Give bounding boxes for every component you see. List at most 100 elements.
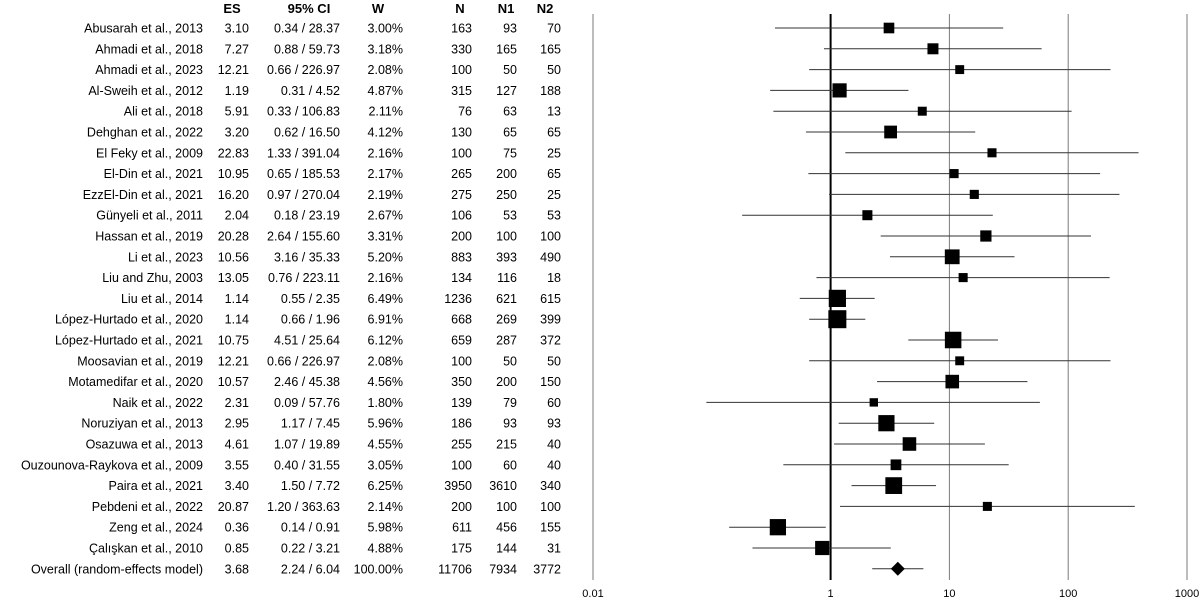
n-value: 175	[451, 542, 472, 556]
n1-value: 79	[503, 396, 517, 410]
header-es: ES	[223, 1, 241, 16]
es-value: 10.75	[218, 334, 249, 348]
es-value: 20.87	[218, 500, 249, 514]
n-value: 275	[451, 188, 472, 202]
n2-value: 50	[547, 354, 561, 368]
ci-value: 0.33 / 106.83	[267, 105, 340, 119]
study-row: López-Hurtado et al., 2021 10.75 4.51 / 25…	[55, 334, 561, 348]
effect-square	[980, 230, 992, 242]
ci-value: 1.33 / 391.04	[267, 146, 340, 160]
weight-value: 5.96%	[368, 417, 403, 431]
study-label: Overall (random-effects model)	[31, 562, 203, 576]
study-row: Moosavian et al., 2019 12.21 0.66 / 226.97…	[77, 354, 561, 368]
ci-value: 0.66 / 1.96	[281, 313, 340, 327]
effect-square	[769, 519, 787, 536]
study-label: Abusarah et al., 2013	[84, 22, 203, 36]
header-n: N	[455, 1, 464, 16]
n1-value: 393	[496, 250, 517, 264]
column-header-row: ES 95% CI W N N1 N2	[223, 1, 553, 16]
n1-value: 3610	[489, 479, 517, 493]
es-value: 1.19	[225, 84, 249, 98]
n-value: 200	[451, 500, 472, 514]
n2-value: 399	[540, 313, 561, 327]
study-label: Li et al., 2023	[128, 250, 203, 264]
weight-value: 100.00%	[354, 562, 403, 576]
study-label: EzzEl-Din et al., 2021	[83, 188, 203, 202]
weight-value: 6.91%	[368, 313, 403, 327]
effect-square	[944, 331, 962, 349]
n1-value: 165	[496, 42, 517, 56]
study-label: Ouzounova-Raykova et al., 2009	[21, 458, 203, 472]
study-row: Motamedifar et al., 2020 10.57 2.46 / 45.3…	[68, 375, 561, 389]
n2-value: 18	[547, 271, 561, 285]
n-value: 76	[458, 105, 472, 119]
weight-value: 4.55%	[368, 438, 403, 452]
n-value: 611	[452, 521, 472, 535]
weight-value: 2.17%	[368, 167, 403, 181]
n2-value: 340	[540, 479, 561, 493]
ci-value: 1.17 / 7.45	[281, 417, 340, 431]
study-row: Liu et al., 2014 1.14 0.55 / 2.35 6.49% 1236…	[121, 292, 561, 306]
n1-value: 7934	[489, 562, 517, 576]
effect-square	[927, 43, 939, 55]
ci-value: 0.65 / 185.53	[267, 167, 340, 181]
ci-value: 1.20 / 363.63	[267, 500, 340, 514]
n-value: 1236	[444, 292, 472, 306]
ci-value: 0.62 / 16.50	[274, 126, 340, 140]
effect-square	[815, 540, 830, 556]
effect-square	[958, 273, 968, 283]
n-value: 659	[451, 334, 472, 348]
n2-value: 50	[547, 63, 561, 77]
effect-square	[828, 289, 846, 308]
study-row: López-Hurtado et al., 2020 1.14 0.66 / 1.9…	[55, 313, 561, 327]
weight-value: 2.16%	[368, 271, 403, 285]
study-label: Dehghan et al., 2022	[87, 126, 203, 140]
effect-square	[890, 459, 902, 471]
es-value: 10.57	[218, 375, 249, 389]
weight-value: 4.56%	[368, 375, 403, 389]
n1-value: 200	[496, 167, 517, 181]
study-row: Pebdeni et al., 2022 20.87 1.20 / 363.63 2.…	[92, 500, 561, 514]
weight-value: 2.08%	[368, 354, 403, 368]
es-value: 16.20	[218, 188, 249, 202]
n-value: 100	[451, 458, 472, 472]
effect-square	[955, 65, 965, 75]
weight-value: 4.12%	[368, 126, 403, 140]
study-row: Liu and Zhu, 2003 13.05 0.76 / 223.11 2.16%…	[102, 271, 561, 285]
ci-value: 0.18 / 23.19	[274, 209, 340, 223]
study-label: Ahmadi et al., 2023	[95, 63, 203, 77]
n-value: 200	[451, 230, 472, 244]
n-value: 100	[451, 354, 472, 368]
n2-value: 615	[540, 292, 561, 306]
n2-value: 188	[540, 84, 561, 98]
n1-value: 93	[503, 22, 517, 36]
study-label: Noruziyan et al., 2013	[81, 417, 203, 431]
n-value: 668	[451, 313, 472, 327]
ci-value: 3.16 / 35.33	[274, 250, 340, 264]
es-value: 20.28	[218, 230, 249, 244]
weight-value: 2.19%	[368, 188, 403, 202]
study-row: EzzEl-Din et al., 2021 16.20 0.97 / 270.04…	[83, 188, 561, 202]
effect-square	[917, 106, 927, 116]
study-label: Paira et al., 2021	[108, 479, 203, 493]
effect-square	[945, 374, 960, 389]
n2-value: 3772	[533, 562, 561, 576]
study-label: Zeng et al., 2024	[109, 521, 203, 535]
n1-value: 127	[496, 84, 517, 98]
n-value: 163	[451, 22, 472, 36]
es-value: 7.27	[225, 42, 249, 56]
study-row: Ahmadi et al., 2023 12.21 0.66 / 226.97 2.0…	[95, 63, 561, 77]
study-label: Osazuwa et al., 2013	[86, 438, 203, 452]
weight-value: 4.88%	[368, 542, 403, 556]
es-value: 3.20	[225, 126, 249, 140]
n1-value: 65	[503, 126, 517, 140]
study-row: Çalışkan et al., 2010 0.85 0.22 / 3.21 4.88…	[89, 542, 561, 556]
es-value: 3.68	[225, 562, 249, 576]
n1-value: 50	[503, 354, 517, 368]
study-label: Al-Sweih et al., 2012	[88, 84, 203, 98]
x-tick-label: 1000	[1175, 588, 1199, 600]
weight-value: 2.11%	[368, 105, 403, 119]
weight-value: 6.49%	[368, 292, 403, 306]
ci-value: 2.64 / 155.60	[267, 230, 340, 244]
